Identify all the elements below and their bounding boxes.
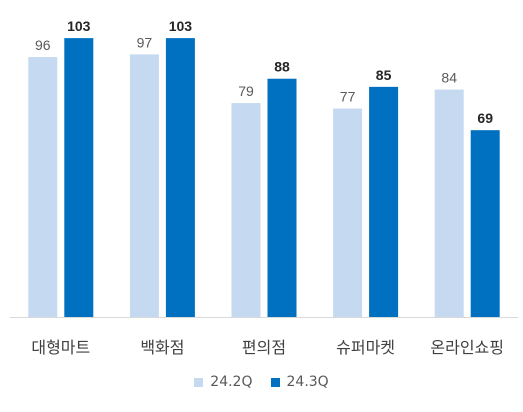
value-label-1-5: 84 [441,70,457,86]
bar-2-1 [64,38,94,317]
legend-swatch-series-1 [194,377,204,387]
legend-swatch-series-2 [270,377,280,387]
bar-1-5 [434,89,464,317]
category-label-4: 슈퍼마켓 [336,338,395,357]
value-label-2-3: 88 [274,59,290,75]
value-label-1-2: 97 [137,34,153,50]
category-labels-layer: 대형마트 백화점 편의점 슈퍼마켓 온라인쇼핑 [31,338,504,357]
category-label-2: 백화점 [140,338,184,357]
category-label-1: 대형마트 [31,338,90,357]
category-label-3: 편의점 [242,338,286,357]
bar-2-5 [470,130,500,317]
bar-2-3 [267,78,297,318]
value-label-2-5: 69 [477,110,493,126]
bar-1-2 [129,54,159,318]
bar-2-2 [165,38,195,317]
value-label-2-1: 103 [67,18,91,34]
legend-item-series-1: 24.2Q [194,374,253,390]
value-label-1-4: 77 [340,89,356,105]
value-label-2-2: 103 [169,18,193,34]
bar-2-4 [369,86,399,317]
value-labels-layer: 96 103 97 103 79 88 77 85 84 69 [35,18,493,126]
value-label-2-4: 85 [376,67,392,83]
bar-1-4 [333,108,363,318]
legend-label-series-1: 24.2Q [210,374,253,390]
bars-layer [28,38,500,318]
legend-label-series-2: 24.3Q [286,374,329,390]
legend: 24.2Q 24.3Q [0,374,523,390]
bar-1-1 [28,57,58,317]
value-label-1-3: 79 [238,83,254,99]
category-label-5: 온라인쇼핑 [430,338,504,357]
value-label-1-1: 96 [35,37,51,53]
legend-item-series-2: 24.3Q [270,374,329,390]
bar-1-3 [231,103,261,317]
bar-chart: 96 103 97 103 79 88 77 85 84 69 대형마트 백화점 편의점 슈퍼마켓 온라인… [10,18,518,357]
